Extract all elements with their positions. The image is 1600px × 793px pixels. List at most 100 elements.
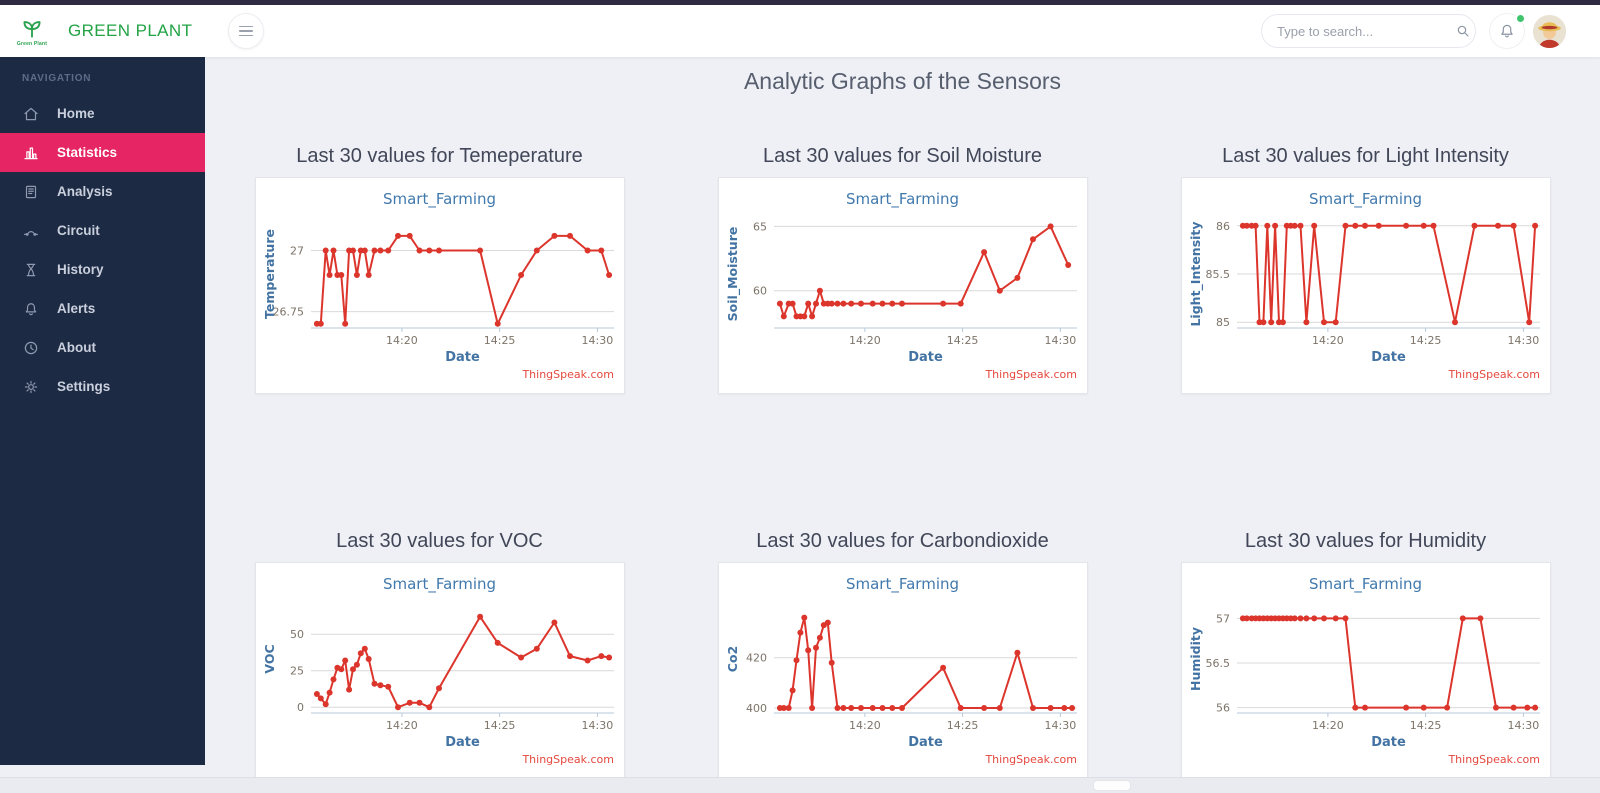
y-axis-label: Temperature — [262, 229, 277, 319]
settings-icon — [22, 378, 40, 396]
search-icon[interactable] — [1455, 23, 1471, 39]
sidebar-item-statistics[interactable]: Statistics — [0, 133, 205, 172]
y-axis-label: Humidity — [1188, 627, 1203, 691]
chart-cell-voc: Last 30 values for VOC Smart_Farming 50 2… — [254, 530, 625, 779]
app-header: Green Plant GREEN PLANT — [0, 5, 1600, 57]
brand-name: GREEN PLANT — [68, 21, 193, 40]
horizontal-scrollbar[interactable] — [0, 777, 1600, 793]
sidebar-item-history[interactable]: History — [0, 250, 205, 289]
svg-text:14:25: 14:25 — [483, 719, 515, 732]
svg-text:14:20: 14:20 — [849, 334, 881, 347]
chart-heading: Last 30 values for Temeperature — [296, 145, 583, 167]
sidebar-item-label: Alerts — [57, 301, 96, 316]
svg-text:60: 60 — [753, 285, 767, 298]
sidebar-item-settings[interactable]: Settings — [0, 367, 205, 406]
sidebar-section-label: NAVIGATION — [22, 73, 92, 84]
y-axis-label: Co2 — [725, 646, 740, 672]
svg-text:400: 400 — [746, 702, 767, 715]
svg-text:86: 86 — [1216, 220, 1230, 233]
svg-text:14:20: 14:20 — [386, 334, 418, 347]
chart-card: Smart_Farming 420 400 14:20 14:25 14:30 Co2 Da… — [717, 562, 1088, 779]
alerts-icon — [22, 300, 40, 318]
sidebar-nav-list: Home Statistics Analysis Circuit History Aler… — [0, 94, 205, 406]
svg-text:14:20: 14:20 — [849, 719, 881, 732]
svg-text:14:30: 14:30 — [581, 719, 613, 732]
sidebar: NAVIGATION Home Statistics Analysis Circuit… — [0, 57, 205, 765]
scrollbar-thumb[interactable] — [1093, 780, 1131, 791]
user-avatar[interactable] — [1533, 14, 1566, 48]
svg-text:14:20: 14:20 — [386, 719, 418, 732]
chart-title: Smart_Farming — [1308, 575, 1423, 593]
plant-logo-icon: Green Plant — [10, 15, 54, 47]
thingspeak-watermark[interactable]: ThingSpeak.com — [984, 368, 1077, 381]
thingspeak-watermark[interactable]: ThingSpeak.com — [1447, 368, 1540, 381]
bell-icon — [1501, 24, 1513, 38]
sidebar-item-alerts[interactable]: Alerts — [0, 289, 205, 328]
line-chart: 86 85.5 85 14:20 14:25 14:30 Light_Intensity Da… — [1188, 220, 1540, 381]
svg-text:65: 65 — [753, 220, 767, 233]
sidebar-item-home[interactable]: Home — [0, 94, 205, 133]
sidebar-item-label: Circuit — [57, 223, 100, 238]
chart-card: Smart_Farming 50 25 0 14:20 14:25 14:30 VOC Dat… — [254, 562, 625, 779]
sidebar-item-about[interactable]: About — [0, 328, 205, 367]
svg-text:56.5: 56.5 — [1205, 657, 1230, 670]
x-axis-label: Date — [908, 350, 943, 365]
sidebar-item-analysis[interactable]: Analysis — [0, 172, 205, 211]
x-axis-label: Date — [908, 735, 943, 750]
y-axis-label: VOC — [262, 644, 277, 673]
line-chart: 65 60 14:20 14:25 14:30 Soil_Moisture Date Thin… — [725, 220, 1077, 381]
line-chart: 57 56.5 56 14:20 14:25 14:30 Humidity Date Thing… — [1188, 612, 1540, 766]
browser-top-strip — [0, 0, 1600, 5]
logo-caption: Green Plant — [16, 41, 48, 47]
svg-text:56: 56 — [1216, 702, 1230, 715]
chart-title: Smart_Farming — [1308, 190, 1423, 208]
x-axis-label: Date — [445, 350, 480, 365]
analysis-icon — [22, 183, 40, 201]
chart-title: Smart_Farming — [845, 190, 960, 208]
notifications-button[interactable] — [1489, 13, 1526, 49]
search-input[interactable] — [1275, 22, 1455, 40]
svg-text:26.75: 26.75 — [272, 306, 304, 319]
logo-block[interactable]: Green Plant GREEN PLANT — [0, 15, 205, 47]
line-chart: 420 400 14:20 14:25 14:30 Co2 Date ThingSpeak.c… — [725, 614, 1077, 766]
sidebar-item-label: Home — [57, 106, 95, 121]
svg-text:14:25: 14:25 — [946, 334, 978, 347]
svg-text:14:30: 14:30 — [1044, 719, 1076, 732]
chart-title: Smart_Farming — [382, 190, 497, 208]
svg-text:420: 420 — [746, 652, 767, 665]
svg-text:14:25: 14:25 — [1409, 719, 1441, 732]
chart-heading: Last 30 values for Soil Moisture — [762, 145, 1043, 167]
thingspeak-watermark[interactable]: ThingSpeak.com — [984, 753, 1077, 766]
chart-card: Smart_Farming 65 60 14:20 14:25 14:30 Soil_Mo… — [717, 177, 1088, 394]
sidebar-toggle-button[interactable] — [228, 13, 264, 49]
thingspeak-watermark[interactable]: ThingSpeak.com — [521, 368, 614, 381]
sidebar-item-label: Analysis — [57, 184, 113, 199]
chart-cell-soil_moisture: Last 30 values for Soil Moisture Smart_F… — [717, 145, 1088, 394]
line-chart: 27 26.75 14:20 14:25 14:30 Temperature Date Thi… — [262, 229, 614, 381]
svg-text:14:25: 14:25 — [1409, 334, 1441, 347]
history-icon — [22, 261, 40, 279]
about-icon — [22, 339, 40, 357]
chart-cell-carbondioxide: Last 30 values for Carbondioxide Smart_F… — [717, 530, 1088, 779]
svg-text:14:25: 14:25 — [946, 719, 978, 732]
sidebar-item-label: Statistics — [57, 145, 118, 160]
charts-grid: Last 30 values for Temeperature Smart_Fa… — [205, 145, 1600, 779]
avatar-image — [1533, 14, 1566, 48]
thingspeak-watermark[interactable]: ThingSpeak.com — [1447, 753, 1540, 766]
circuit-icon — [22, 222, 40, 240]
chart-cell-temperature: Last 30 values for Temeperature Smart_Fa… — [254, 145, 625, 394]
search-box — [1261, 14, 1476, 48]
svg-text:50: 50 — [290, 628, 304, 641]
thingspeak-watermark[interactable]: ThingSpeak.com — [521, 753, 614, 766]
chart-card: Smart_Farming 57 56.5 56 14:20 14:25 14:30 Hum… — [1180, 562, 1551, 779]
y-axis-label: Light_Intensity — [1188, 221, 1204, 326]
chart-card: Smart_Farming 86 85.5 85 14:20 14:25 14:30 Lig… — [1180, 177, 1551, 394]
sidebar-item-circuit[interactable]: Circuit — [0, 211, 205, 250]
chart-heading: Last 30 values for Humidity — [1244, 530, 1487, 552]
main-content: Analytic Graphs of the Sensors Last 30 v… — [205, 57, 1600, 793]
sidebar-item-label: Settings — [57, 379, 111, 394]
svg-text:14:30: 14:30 — [581, 334, 613, 347]
notification-status-dot — [1515, 13, 1526, 24]
x-axis-label: Date — [1371, 735, 1406, 750]
